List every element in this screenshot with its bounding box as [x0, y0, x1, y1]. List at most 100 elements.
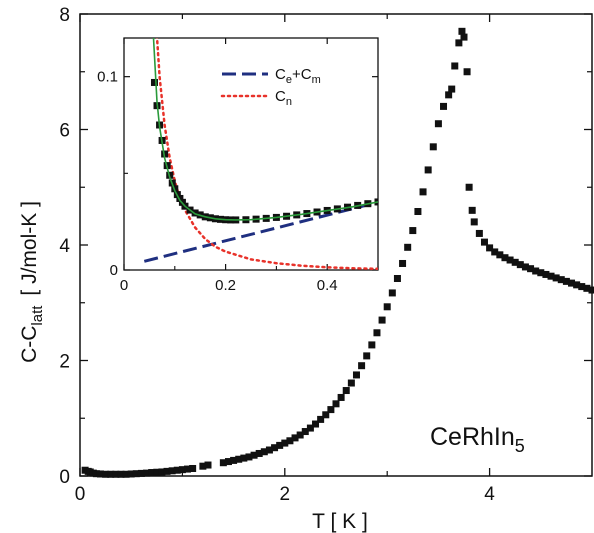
- data-point: [255, 449, 263, 457]
- data-point: [296, 431, 304, 439]
- data-point: [440, 102, 448, 110]
- data-point: [451, 62, 459, 70]
- data-point: [573, 281, 581, 289]
- y-tick-label: 2: [59, 352, 70, 373]
- data-point: [291, 434, 299, 442]
- data-point: [337, 393, 345, 401]
- data-point: [240, 454, 248, 462]
- data-point: [468, 206, 476, 214]
- data-point: [373, 329, 381, 337]
- x-axis-title: T [ K ]: [312, 510, 368, 533]
- data-point: [286, 437, 294, 445]
- data-point: [363, 352, 371, 360]
- data-point: [388, 289, 396, 297]
- data-point: [271, 444, 279, 452]
- data-point: [327, 406, 335, 414]
- legend-label-ce-cm: Ce+Cm: [275, 66, 321, 86]
- data-point: [460, 33, 468, 41]
- y-axis-title-units: [ J/mol-K ]: [18, 201, 41, 296]
- data-point: [378, 316, 386, 324]
- inset-x-tick-label: 0: [120, 277, 128, 294]
- data-point: [448, 85, 456, 93]
- y-axis-title-main: C-C: [18, 326, 41, 363]
- inset-curve-cn: [155, 38, 378, 270]
- data-point: [399, 259, 407, 267]
- y-axis-title-sub: latt: [29, 305, 46, 326]
- data-point: [332, 400, 340, 408]
- inset-y-tick-label: 0.1: [97, 69, 118, 86]
- data-point: [506, 256, 514, 264]
- x-tick-label: 2: [280, 484, 291, 505]
- data-point: [588, 286, 594, 294]
- data-point: [317, 415, 325, 423]
- data-point: [306, 424, 314, 432]
- data-point: [281, 439, 289, 447]
- data-point: [107, 470, 115, 478]
- data-point: [158, 468, 166, 476]
- data-point: [102, 470, 110, 478]
- data-point: [250, 451, 258, 459]
- data-point: [568, 279, 576, 287]
- y-tick-label: 4: [59, 236, 70, 257]
- data-point: [137, 469, 145, 477]
- material-label: CeRhIn5: [430, 423, 525, 456]
- data-point: [470, 218, 478, 226]
- data-point: [312, 420, 320, 428]
- data-point: [458, 27, 466, 35]
- data-point: [173, 466, 181, 474]
- data-point: [511, 258, 519, 266]
- data-point: [163, 467, 171, 475]
- data-point: [117, 470, 125, 478]
- legend-label-cn: Cn: [275, 88, 292, 108]
- data-point: [153, 468, 161, 476]
- main-axis-ticks: 0 2 4 0 2 4 6 8: [59, 5, 592, 505]
- data-point: [204, 461, 212, 469]
- data-point: [455, 39, 463, 47]
- data-point: [178, 466, 186, 474]
- data-point: [404, 243, 412, 251]
- data-point: [322, 411, 330, 419]
- data-point: [342, 387, 350, 395]
- data-point: [557, 276, 565, 284]
- data-point: [419, 188, 427, 196]
- data-point: [516, 261, 524, 269]
- data-point: [260, 448, 268, 456]
- data-point: [562, 277, 570, 285]
- data-point: [184, 465, 192, 473]
- data-point: [112, 470, 120, 478]
- x-tick-label: 4: [484, 484, 495, 505]
- y-tick-label: 0: [59, 467, 70, 488]
- data-point: [424, 166, 432, 174]
- data-point: [583, 284, 591, 292]
- data-point: [168, 467, 176, 475]
- data-point: [224, 458, 232, 466]
- data-point: [189, 464, 197, 472]
- data-point: [496, 251, 504, 259]
- y-tick-label: 8: [59, 5, 70, 26]
- inset-data-points: [150, 38, 378, 224]
- data-point: [235, 455, 243, 463]
- data-point: [230, 456, 238, 464]
- data-point: [463, 68, 471, 76]
- material-label-sub: 5: [515, 436, 525, 456]
- inset-x-tick-label: 0.4: [317, 277, 338, 294]
- data-point: [358, 362, 366, 370]
- data-point: [393, 274, 401, 282]
- data-point: [245, 453, 253, 461]
- svg-text:C-Clatt[ J/mol-K ]: C-Clatt [ J/mol-K ]: [18, 201, 46, 363]
- data-point: [532, 267, 540, 275]
- data-point: [143, 469, 151, 477]
- data-point: [501, 254, 509, 262]
- data-point: [122, 470, 130, 478]
- data-point: [491, 248, 499, 256]
- inset-x-tick-label: 0.2: [215, 277, 236, 294]
- y-tick-label: 6: [59, 121, 70, 142]
- data-point: [199, 462, 207, 470]
- data-point: [409, 227, 417, 235]
- data-point: [429, 143, 437, 151]
- data-point: [276, 441, 284, 449]
- main-data-points: [81, 27, 594, 478]
- data-point: [383, 303, 391, 311]
- data-point: [434, 120, 442, 128]
- data-point: [96, 470, 104, 478]
